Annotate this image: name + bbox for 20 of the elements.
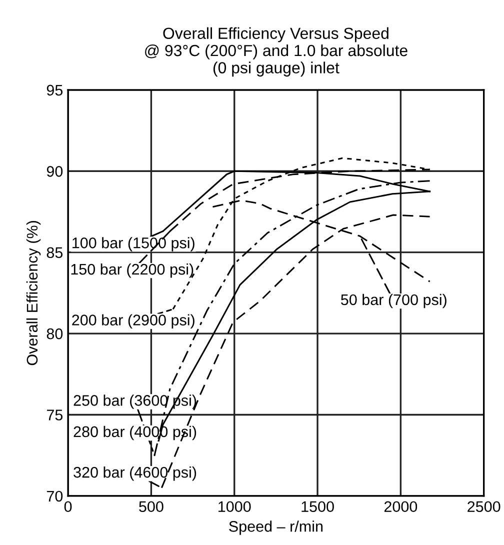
y-tick-label: 75 — [46, 410, 63, 420]
x-axis-title: Speed – r/min — [229, 520, 323, 535]
x-tick-label: 1500 — [302, 501, 334, 512]
x-tick-label: 1000 — [218, 501, 251, 512]
y-tick-label: 95 — [46, 84, 63, 96]
legend-label: 200 bar (2900 psi) — [72, 314, 194, 328]
series-label: 320 bar (4600 psi) — [74, 466, 196, 481]
y-tick-label: 80 — [46, 328, 63, 340]
legend-label: 100 bar (1500 psi) — [72, 237, 194, 252]
y-axis-title: Overall Efficiency (%) — [26, 221, 41, 366]
series-label: 50 bar (700 psi) — [341, 294, 446, 308]
chart-title: Overall Efficiency Versus Speed @ 93°C (200°F) and 1.0 bar absolute (0 psi gauge) inlet — [145, 27, 408, 77]
x-tick-label: 0 — [64, 501, 72, 512]
y-tick-label: 70 — [46, 490, 63, 502]
x-tick-label: 2500 — [468, 501, 500, 512]
y-tick-label: 90 — [46, 166, 63, 177]
y-tick-label: 85 — [46, 247, 63, 258]
x-tick-label: 2000 — [384, 501, 418, 512]
legend-label: 150 bar (2200 psi) — [71, 263, 194, 278]
x-tick-label: 500 — [139, 501, 164, 512]
